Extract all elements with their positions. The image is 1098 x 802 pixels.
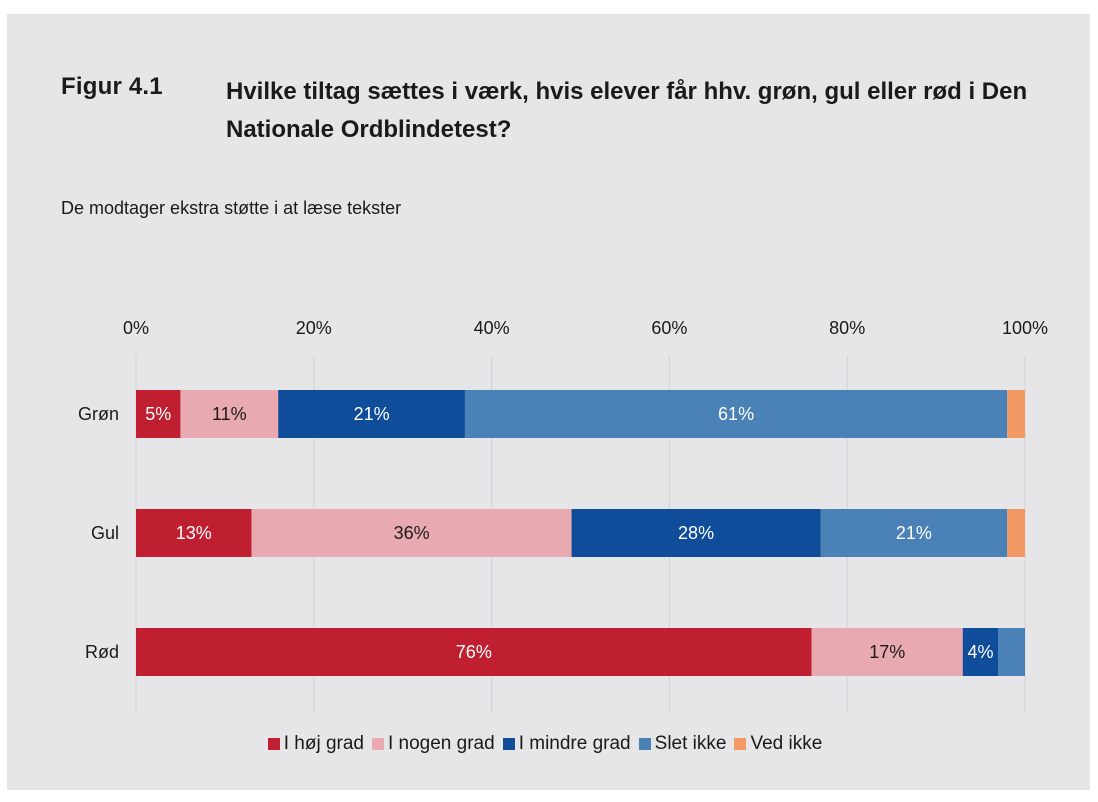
data-label: 13% — [176, 523, 212, 543]
stacked-bar-chart: 0% 20% 40% 60% 80% 100% Grøn 5% 11% 21% 61% Gul 13% 3… — [78, 318, 1048, 712]
legend-label: I høj grad — [283, 733, 364, 754]
data-label: 17% — [869, 642, 905, 662]
bar-segment — [962, 628, 999, 676]
category-label: Gul — [91, 523, 119, 543]
bar-segment — [1007, 509, 1025, 557]
legend-swatch — [371, 738, 384, 750]
legend-item: I nogen grad — [371, 733, 495, 755]
chart-subtitle: De modtager ekstra støtte i at læse teks… — [61, 198, 402, 218]
bar-segment — [571, 509, 821, 557]
legend-swatch — [734, 738, 747, 750]
bar-segment — [811, 628, 963, 676]
bar-segment — [998, 628, 1025, 676]
figure-label: Figur 4.1 — [61, 73, 163, 100]
data-label: 21% — [896, 523, 932, 543]
bar-segment — [820, 509, 1008, 557]
legend-item: I mindre grad — [502, 733, 631, 755]
legend-item: Ved ikke — [734, 733, 822, 755]
bar-segment — [136, 509, 252, 557]
bar-segment — [180, 390, 279, 438]
x-tick-label: 80% — [829, 318, 865, 338]
chart-legend: I høj grad I nogen grad I mindre grad Slet … — [0, 733, 1098, 756]
legend-swatch — [267, 738, 280, 750]
category-label: Rød — [85, 642, 119, 662]
bar-segment — [251, 509, 572, 557]
legend-item: I høj grad — [267, 733, 364, 755]
legend-label: Slet ikke — [654, 733, 727, 754]
data-label: 11% — [212, 404, 247, 424]
legend-label: Ved ikke — [750, 733, 823, 754]
data-label: 28% — [678, 523, 714, 543]
bar-segment — [1007, 390, 1025, 438]
x-tick-label: 60% — [651, 318, 687, 338]
data-label: 61% — [718, 404, 754, 424]
data-label: 36% — [394, 523, 430, 543]
legend-label: I mindre grad — [518, 733, 631, 754]
data-label: 5% — [145, 404, 171, 424]
legend-swatch — [502, 738, 515, 750]
legend-item: Slet ikke — [638, 733, 727, 755]
category-label: Grøn — [78, 404, 119, 424]
x-tick-label: 100% — [1002, 318, 1048, 338]
x-tick-label: 20% — [296, 318, 332, 338]
bar-segment — [464, 390, 1008, 438]
legend-swatch — [638, 738, 651, 750]
data-label: 76% — [456, 642, 492, 662]
data-label: 4% — [968, 642, 994, 662]
data-label: 21% — [354, 404, 390, 424]
x-tick-label: 0% — [123, 318, 149, 338]
bar-segment — [136, 390, 181, 438]
legend-label: I nogen grad — [387, 733, 495, 754]
figure-title: Hvilke tiltag sættes i værk, hvis elever… — [226, 78, 1028, 143]
bar-segment — [278, 390, 465, 438]
bar-segment — [136, 628, 812, 676]
x-tick-label: 40% — [474, 318, 510, 338]
